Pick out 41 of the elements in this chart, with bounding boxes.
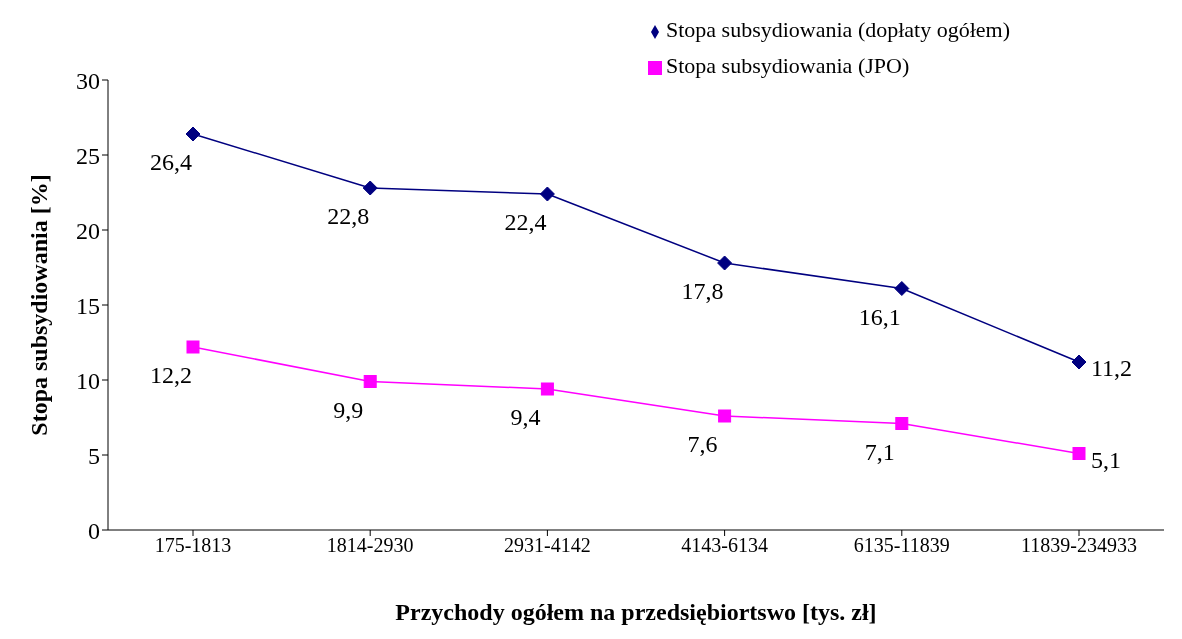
point [362,180,378,196]
point [894,281,910,296]
data-label: 7,1 [864,438,895,465]
data-label: 12,2 [150,362,192,388]
y-tick-label: 15 [76,292,100,319]
data-label: 16,1 [858,303,901,330]
point [717,255,733,271]
data-label: 17,8 [681,278,724,304]
x-tick-label: 175-1813 [154,534,232,557]
y-tick-label: 20 [76,217,100,244]
x-tick-label: 11839-234933 [1021,534,1137,557]
point [895,417,909,430]
point [185,126,201,142]
y-tick-label: 10 [76,367,100,394]
y-tick-label: 25 [76,142,100,169]
point [363,375,377,388]
data-label: 11,2 [1091,355,1133,381]
legend-label: Stopa subsydiowania (dopłaty ogółem) [666,17,1011,42]
point [1072,447,1086,460]
data-label: 7,6 [687,431,718,457]
x-tick-label: 2931-4142 [504,534,591,557]
data-label: 9,4 [510,404,541,430]
point [540,382,554,396]
point [186,340,200,354]
point [539,186,555,202]
y-tick-label: 5 [88,442,100,469]
point [1071,354,1087,370]
x-tick-label: 4143-6134 [681,534,768,557]
x-tick-label: 6135-11839 [853,534,950,557]
data-label: 22,8 [327,203,370,229]
y-tick-label: 30 [76,67,100,94]
x-tick-label: 1814-2930 [326,534,414,557]
data-label: 9,9 [333,396,364,423]
legend-label: Stopa subsydiowania (JPO) [666,53,910,78]
x-axis-title: Przychody ogółem na przedsiębiortswo [tys. zł] [395,599,877,625]
y-axis-title: Stopa subsydiowania [%] [25,174,52,436]
y-tick-label: 0 [88,517,100,544]
data-label: 5,1 [1091,446,1121,473]
data-label: 26,4 [150,149,192,175]
point [718,409,732,423]
data-label: 22,4 [504,209,547,235]
